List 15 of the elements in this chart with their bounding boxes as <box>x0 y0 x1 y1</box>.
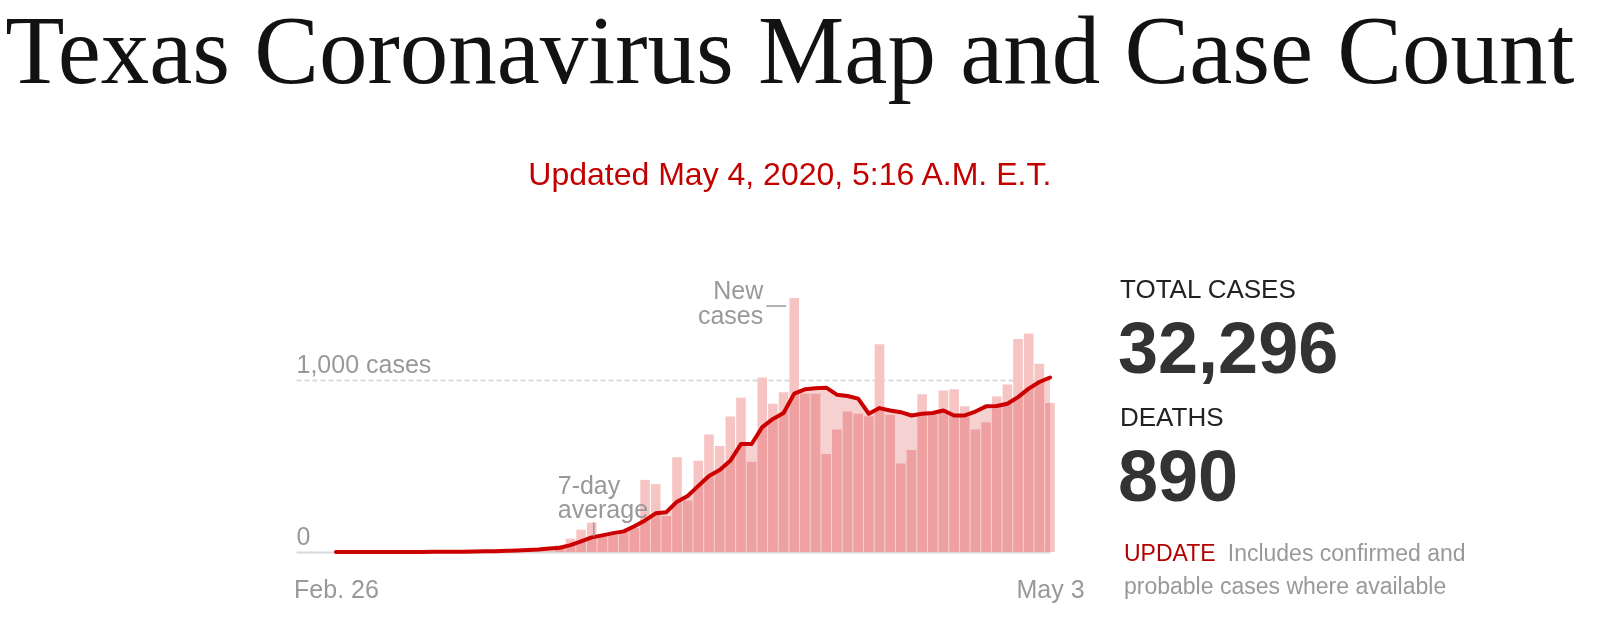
text: UPDATE <box>1124 540 1216 566</box>
y-tick-label: 0 <box>296 521 311 550</box>
y-tick-label: 1,000 cases <box>296 349 432 378</box>
category-label: TOTAL CASES <box>1120 274 1296 304</box>
text: 32,296 <box>1118 308 1339 388</box>
chart-title: Texas Coronavirus Map and Case Count <box>5 0 1575 104</box>
text: 890 <box>1118 436 1239 516</box>
series-label: New cases <box>697 276 765 329</box>
x-tick-label: May 3 <box>1016 574 1085 603</box>
category-label: DEATHS <box>1120 402 1224 432</box>
text: Includes confirmed and <box>1227 540 1466 566</box>
text: probable cases where available <box>1124 573 1447 599</box>
series-label: 7-day average <box>557 471 649 524</box>
chart-subtitle: Updated May 4, 2020, 5:16 A.M. E.T. <box>528 156 1052 192</box>
x-tick-label: Feb. 26 <box>294 574 379 603</box>
